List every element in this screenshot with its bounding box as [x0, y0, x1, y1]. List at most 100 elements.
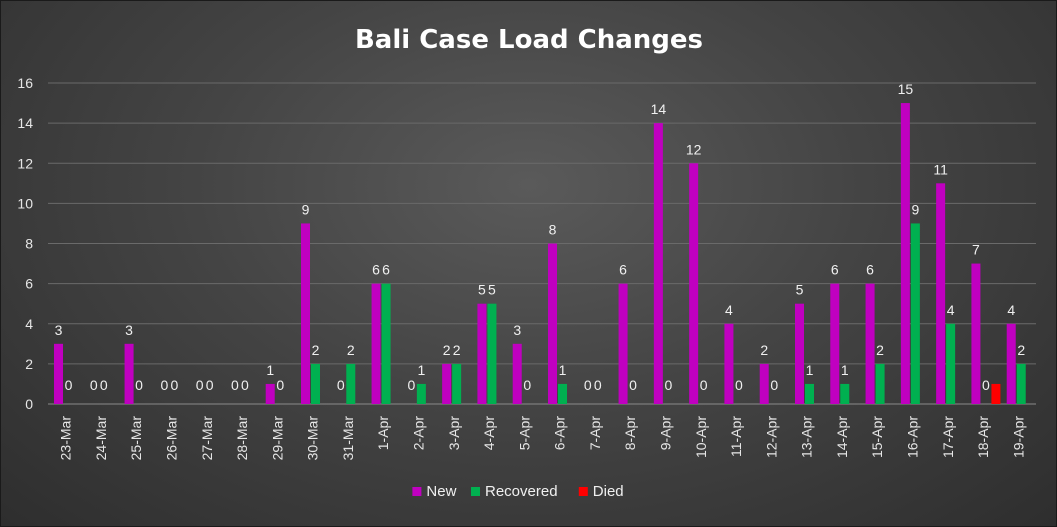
bar-recovered — [910, 223, 920, 404]
data-label: 9 — [302, 201, 310, 217]
legend-label-new: New — [426, 483, 456, 500]
y-tick-label: 8 — [25, 236, 33, 252]
y-tick-label: 4 — [25, 316, 33, 332]
legend-label-recovered: Recovered — [485, 483, 558, 500]
x-tick-label: 14-Apr — [834, 416, 850, 458]
x-tick-label: 1-Apr — [375, 416, 391, 451]
x-tick-label: 8-Apr — [622, 416, 638, 451]
data-label: 0 — [735, 377, 743, 393]
x-tick-label: 24-Mar — [93, 416, 109, 461]
y-axis: 0 2 4 6 8 10 12 14 16 — [17, 75, 33, 412]
data-label: 4 — [725, 302, 733, 318]
bar-new — [724, 323, 734, 404]
data-label: 0 — [206, 377, 214, 393]
data-label: 0 — [241, 377, 249, 393]
data-label: 1 — [266, 362, 274, 378]
bar-new — [548, 243, 557, 404]
data-label: 0 — [584, 377, 592, 393]
data-label: 2 — [347, 342, 355, 358]
data-label: 2 — [1017, 342, 1025, 358]
data-label: 0 — [700, 377, 708, 393]
x-tick-label: 3-Apr — [446, 416, 462, 451]
x-tick-label: 12-Apr — [763, 416, 779, 458]
bar-recovered — [1016, 363, 1026, 404]
data-label: 14 — [651, 101, 667, 117]
data-label: 0 — [100, 377, 108, 393]
bar-died — [991, 383, 1001, 404]
bar-recovered — [416, 383, 426, 404]
y-tick-label: 0 — [25, 396, 33, 412]
data-label: 1 — [417, 362, 425, 378]
data-label: 4 — [947, 302, 955, 318]
bar-new — [936, 183, 946, 404]
bar-new — [900, 103, 910, 404]
data-label: 4 — [1007, 302, 1015, 318]
bar-new — [618, 283, 628, 404]
x-tick-label: 28-Mar — [234, 416, 250, 461]
x-tick-label: 10-Apr — [693, 416, 709, 458]
data-label: 8 — [549, 222, 557, 238]
x-tick-label: 29-Mar — [269, 416, 285, 461]
data-label: 6 — [372, 262, 380, 278]
data-label: 1 — [806, 362, 814, 378]
bar-recovered — [840, 383, 850, 404]
data-label: 6 — [619, 262, 627, 278]
bar-new — [442, 363, 452, 404]
data-label: 0 — [407, 377, 415, 393]
bar-new — [689, 163, 699, 404]
data-label: 2 — [443, 342, 451, 358]
data-label: 0 — [982, 377, 990, 393]
x-tick-label: 7-Apr — [587, 416, 603, 451]
data-label: 2 — [876, 342, 884, 358]
data-label: 0 — [65, 377, 73, 393]
y-tick-label: 6 — [25, 276, 33, 292]
data-label: 2 — [760, 342, 768, 358]
legend-label-died: Died — [593, 483, 624, 500]
bar-new — [830, 283, 840, 404]
x-tick-label: 17-Apr — [940, 416, 956, 458]
y-tick-label: 10 — [17, 195, 33, 211]
bar-recovered — [946, 323, 956, 404]
data-label: 15 — [898, 81, 914, 97]
legend-swatch-died — [578, 487, 588, 496]
data-label: 3 — [125, 322, 133, 338]
x-tick-label: 11-Apr — [728, 416, 744, 457]
chart-title: Bali Case Load Changes — [355, 25, 703, 55]
x-tick-label: 4-Apr — [481, 416, 497, 451]
bar-recovered — [452, 363, 462, 404]
bar-new — [865, 283, 875, 404]
data-label: 1 — [841, 362, 849, 378]
bars — [54, 103, 1026, 404]
bar-new — [301, 223, 310, 404]
data-label: 0 — [170, 377, 178, 393]
bar-new — [371, 283, 381, 404]
bar-new — [971, 263, 981, 404]
bar-recovered — [346, 363, 356, 404]
legend: New Recovered Died — [412, 483, 624, 500]
x-tick-label: 26-Mar — [164, 416, 180, 461]
data-label: 0 — [629, 377, 637, 393]
data-label: 0 — [664, 377, 672, 393]
data-label: 5 — [488, 282, 496, 298]
y-tick-label: 16 — [17, 75, 33, 91]
x-tick-label: 31-Mar — [340, 416, 356, 461]
data-label: 2 — [453, 342, 461, 358]
legend-swatch-recovered — [471, 487, 480, 496]
bar-recovered — [805, 383, 814, 404]
y-tick-label: 12 — [17, 155, 33, 171]
x-tick-label: 5-Apr — [516, 416, 532, 451]
data-label: 11 — [933, 161, 948, 177]
bar-new — [124, 343, 134, 404]
x-tick-label: 9-Apr — [658, 416, 674, 451]
x-tick-label: 6-Apr — [552, 416, 568, 451]
data-label: 5 — [796, 282, 804, 298]
bar-new — [512, 343, 522, 404]
data-label: 0 — [90, 377, 98, 393]
data-label: 6 — [831, 262, 839, 278]
x-tick-label: 30-Mar — [305, 416, 321, 461]
data-label: 12 — [686, 141, 702, 157]
bar-new — [1006, 323, 1016, 404]
